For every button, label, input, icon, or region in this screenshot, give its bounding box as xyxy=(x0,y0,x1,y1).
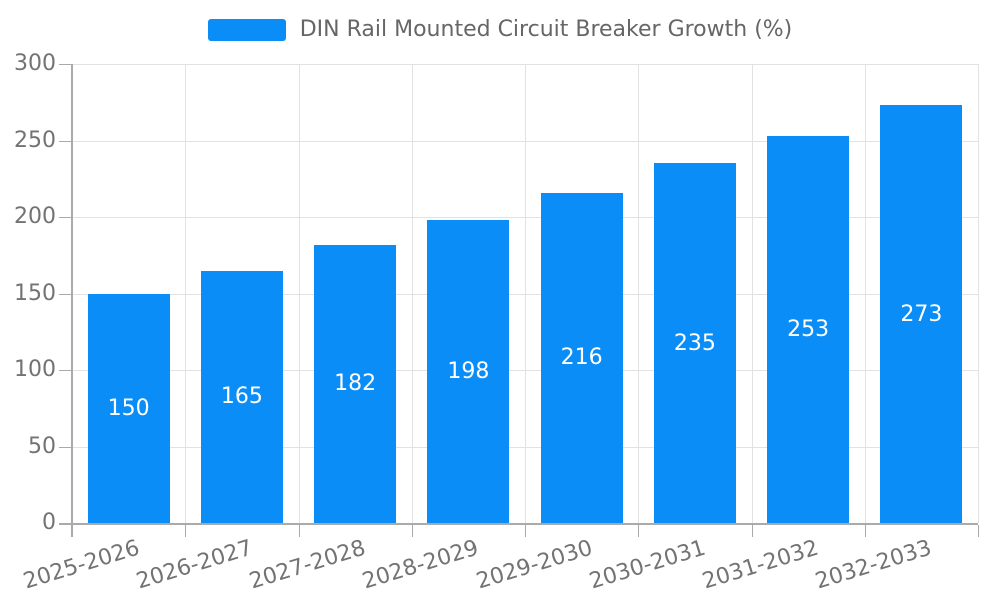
x-axis-tick xyxy=(751,525,753,537)
bar[interactable]: 273 xyxy=(880,105,963,523)
gridline-vertical xyxy=(978,64,979,523)
bar-value-label: 273 xyxy=(900,301,943,327)
gridline-vertical xyxy=(411,64,413,523)
y-axis-label: 250 xyxy=(14,127,56,153)
x-axis-tick xyxy=(72,525,73,537)
legend-swatch xyxy=(207,18,286,41)
y-axis-tick xyxy=(59,370,71,371)
gridline-vertical xyxy=(185,64,187,523)
gridline-vertical xyxy=(751,64,753,523)
bar[interactable]: 216 xyxy=(540,192,623,523)
x-axis-tick xyxy=(864,525,866,537)
bar-value-label: 235 xyxy=(673,330,716,356)
gridline-vertical xyxy=(298,64,300,523)
bar[interactable]: 182 xyxy=(314,244,397,523)
y-axis-label: 0 xyxy=(42,510,56,535)
bar-value-label: 182 xyxy=(334,371,377,397)
bar-value-label: 165 xyxy=(220,384,263,410)
y-axis-label: 200 xyxy=(14,204,56,229)
y-axis-tick xyxy=(59,446,71,448)
gridline-vertical xyxy=(638,64,640,523)
bar-value-label: 216 xyxy=(560,345,603,371)
x-axis-line xyxy=(59,523,978,525)
gridline-vertical xyxy=(525,64,526,523)
gridline-vertical xyxy=(864,64,866,523)
bar[interactable]: 198 xyxy=(427,220,510,523)
bar[interactable]: 165 xyxy=(200,270,283,523)
bar[interactable]: 150 xyxy=(87,293,170,523)
x-axis-tick xyxy=(638,525,640,537)
legend-label: DIN Rail Mounted Circuit Breaker Growth … xyxy=(299,17,793,42)
y-axis-tick xyxy=(59,293,71,295)
x-axis-tick xyxy=(525,525,526,537)
y-axis-tick xyxy=(59,140,71,142)
y-axis-label: 50 xyxy=(28,433,56,459)
bar-value-label: 253 xyxy=(787,316,830,342)
y-axis-tick xyxy=(59,217,71,218)
bar[interactable]: 235 xyxy=(653,163,736,523)
x-axis-tick xyxy=(978,525,979,537)
y-axis-label: 100 xyxy=(14,357,56,382)
y-axis-tick xyxy=(59,523,71,524)
bar-value-label: 198 xyxy=(447,359,490,385)
x-axis-tick xyxy=(185,525,187,537)
x-axis-tick xyxy=(298,525,300,537)
y-axis-line xyxy=(71,64,73,537)
y-axis-tick xyxy=(59,64,71,65)
bar[interactable]: 253 xyxy=(767,135,850,523)
bar-value-label: 150 xyxy=(107,395,150,421)
legend[interactable]: DIN Rail Mounted Circuit Breaker Growth … xyxy=(0,17,1000,42)
y-axis-label: 150 xyxy=(14,280,56,306)
y-axis-label: 300 xyxy=(14,51,56,76)
x-axis-tick xyxy=(411,525,413,537)
